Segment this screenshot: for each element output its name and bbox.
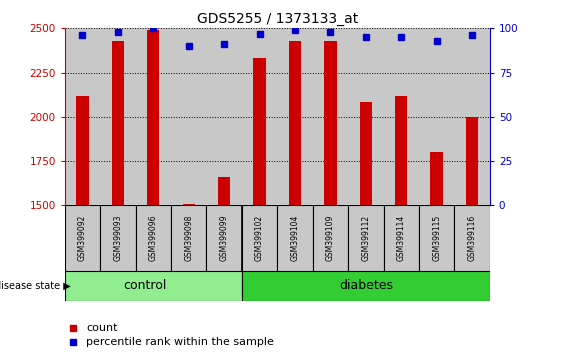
Text: GSM399102: GSM399102 bbox=[255, 215, 264, 261]
Bar bbox=[454, 28, 490, 205]
Bar bbox=[171, 28, 207, 205]
Bar bbox=[419, 28, 454, 205]
Bar bbox=[242, 28, 277, 205]
Bar bbox=[278, 28, 312, 205]
Text: count: count bbox=[86, 323, 118, 333]
Bar bbox=[65, 28, 100, 205]
Text: GSM399092: GSM399092 bbox=[78, 215, 87, 261]
FancyBboxPatch shape bbox=[383, 205, 419, 271]
FancyBboxPatch shape bbox=[65, 271, 242, 301]
Bar bbox=[207, 28, 242, 205]
FancyBboxPatch shape bbox=[454, 205, 490, 271]
FancyBboxPatch shape bbox=[242, 205, 278, 271]
Text: GSM399099: GSM399099 bbox=[220, 215, 229, 261]
FancyBboxPatch shape bbox=[348, 205, 383, 271]
Bar bbox=[312, 28, 348, 205]
Bar bbox=[324, 41, 337, 205]
Bar bbox=[466, 117, 479, 205]
FancyBboxPatch shape bbox=[419, 205, 454, 271]
Text: GSM399109: GSM399109 bbox=[326, 215, 335, 261]
FancyBboxPatch shape bbox=[312, 205, 348, 271]
Text: GSM399098: GSM399098 bbox=[184, 215, 193, 261]
FancyBboxPatch shape bbox=[278, 205, 312, 271]
Bar bbox=[182, 204, 195, 205]
Bar bbox=[360, 102, 372, 205]
Bar bbox=[289, 41, 301, 205]
FancyBboxPatch shape bbox=[242, 271, 490, 301]
Bar bbox=[395, 97, 408, 205]
FancyBboxPatch shape bbox=[65, 205, 100, 271]
FancyBboxPatch shape bbox=[207, 205, 242, 271]
Bar bbox=[218, 177, 230, 205]
Text: GSM399115: GSM399115 bbox=[432, 215, 441, 261]
Text: GSM399093: GSM399093 bbox=[113, 215, 122, 261]
Bar bbox=[100, 28, 136, 205]
Text: disease state ▶: disease state ▶ bbox=[0, 281, 70, 291]
Bar bbox=[431, 152, 443, 205]
Text: diabetes: diabetes bbox=[339, 279, 393, 292]
Bar bbox=[111, 41, 124, 205]
Text: GSM399114: GSM399114 bbox=[397, 215, 406, 261]
Text: GSM399096: GSM399096 bbox=[149, 215, 158, 261]
Text: GSM399116: GSM399116 bbox=[468, 215, 477, 261]
Text: GSM399112: GSM399112 bbox=[361, 215, 370, 261]
FancyBboxPatch shape bbox=[136, 205, 171, 271]
Bar bbox=[383, 28, 419, 205]
Text: control: control bbox=[123, 279, 166, 292]
Bar bbox=[76, 96, 88, 205]
FancyBboxPatch shape bbox=[171, 205, 207, 271]
Bar bbox=[147, 30, 159, 205]
Bar bbox=[136, 28, 171, 205]
Text: GSM399104: GSM399104 bbox=[291, 215, 300, 261]
FancyBboxPatch shape bbox=[100, 205, 136, 271]
Text: percentile rank within the sample: percentile rank within the sample bbox=[86, 337, 274, 348]
Title: GDS5255 / 1373133_at: GDS5255 / 1373133_at bbox=[196, 12, 358, 26]
Bar bbox=[348, 28, 383, 205]
Bar bbox=[253, 58, 266, 205]
